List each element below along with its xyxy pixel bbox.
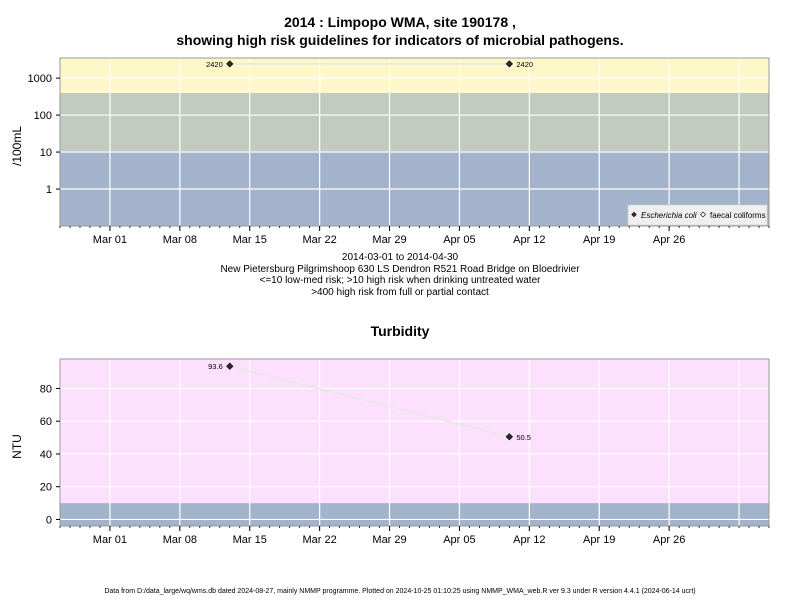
panel2-x-tick-label: Apr 12 bbox=[513, 534, 545, 546]
panel2-y-axis-label: NTU bbox=[10, 434, 24, 459]
panel2-x-tick-label: Mar 15 bbox=[233, 534, 267, 546]
panel2-x-tick-label: Apr 05 bbox=[443, 534, 475, 546]
date-range-caption: 2014-03-01 to 2014-04-30 bbox=[341, 252, 459, 263]
panel2-x-tick-label: Apr 19 bbox=[583, 534, 615, 546]
panel2-data-point bbox=[505, 433, 513, 441]
panel1-plot-frame bbox=[59, 57, 770, 227]
panel1-x-tick-label: Mar 22 bbox=[303, 234, 337, 246]
panel2-risk-band-0 bbox=[60, 503, 769, 526]
panel1-y-tick-label: 1000 bbox=[28, 73, 52, 85]
panel1-y-axis-label: /100mL bbox=[10, 126, 24, 166]
panel1-x-tick-label: Apr 19 bbox=[583, 234, 615, 246]
legend-marker-faecal bbox=[700, 211, 706, 218]
panel1-y-tick-label: 10 bbox=[40, 147, 52, 159]
panel1-x-tick-label: Mar 15 bbox=[233, 234, 267, 246]
panel1-risk-band-1 bbox=[60, 92, 769, 153]
panel1-x-tick-label: Mar 08 bbox=[163, 234, 197, 246]
panel2-data-label: 50.5 bbox=[516, 433, 531, 442]
panel1-x-tick-label: Apr 26 bbox=[653, 234, 685, 246]
panel2-x-tick-label: Mar 08 bbox=[163, 534, 197, 546]
panel1-data-point bbox=[226, 60, 234, 68]
panel1-x-tick-label: Apr 05 bbox=[443, 234, 475, 246]
panel1-data-label: 2420 bbox=[516, 60, 533, 69]
panel2-x-tick-label: Mar 22 bbox=[303, 534, 337, 546]
panel2-x-tick-label: Mar 29 bbox=[372, 534, 406, 546]
panel2-risk-band-1 bbox=[60, 359, 769, 504]
chart-title-line1: 2014 : Limpopo WMA, site 190178 , bbox=[284, 14, 516, 30]
panel2-x-tick-label: Mar 01 bbox=[93, 534, 127, 546]
panel1-data-point bbox=[505, 60, 513, 68]
panel2-y-tick-label: 20 bbox=[40, 482, 52, 494]
legend-box bbox=[627, 204, 768, 226]
panel1-x-tick-label: Mar 29 bbox=[372, 234, 406, 246]
panel2-y-tick-label: 40 bbox=[40, 449, 52, 461]
panel1-x-tick-label: Mar 01 bbox=[93, 234, 127, 246]
panel2-data-label: 93.6 bbox=[208, 362, 223, 371]
footer-note: Data from D:/data_large/wq/wms.db dated … bbox=[104, 588, 696, 595]
turbidity-title: Turbidity bbox=[370, 323, 430, 339]
legend-marker-ecoli bbox=[631, 211, 637, 218]
risk-caption-drinking: <=10 low-med risk; >10 high risk when dr… bbox=[259, 275, 541, 286]
risk-caption-contact: >400 high risk from full or partial cont… bbox=[311, 286, 489, 298]
panel2-y-tick-label: 60 bbox=[40, 416, 52, 428]
panel2-y-tick-label: 80 bbox=[40, 383, 52, 395]
site-caption: New Pietersburg Pilgrimshoop 630 LS Dend… bbox=[220, 263, 580, 275]
panel2-x-tick-label: Apr 26 bbox=[653, 534, 685, 546]
legend-label-faecal: faecal coliforms bbox=[710, 211, 766, 220]
panel2-data-point bbox=[226, 362, 234, 370]
panel2-plot-frame bbox=[59, 358, 770, 527]
panel1-y-tick-label: 1 bbox=[46, 184, 52, 196]
panel2-y-tick-label: 0 bbox=[46, 514, 52, 526]
panel1-y-tick-label: 100 bbox=[34, 110, 52, 122]
panel2-series-line bbox=[229, 365, 510, 438]
panel1-x-tick-label: Apr 12 bbox=[513, 234, 545, 246]
legend-label-ecoli: Escherichia coli bbox=[641, 211, 697, 220]
panel1-data-label: 2420 bbox=[206, 60, 223, 69]
chart-title-line2: showing high risk guidelines for indicat… bbox=[176, 32, 624, 48]
